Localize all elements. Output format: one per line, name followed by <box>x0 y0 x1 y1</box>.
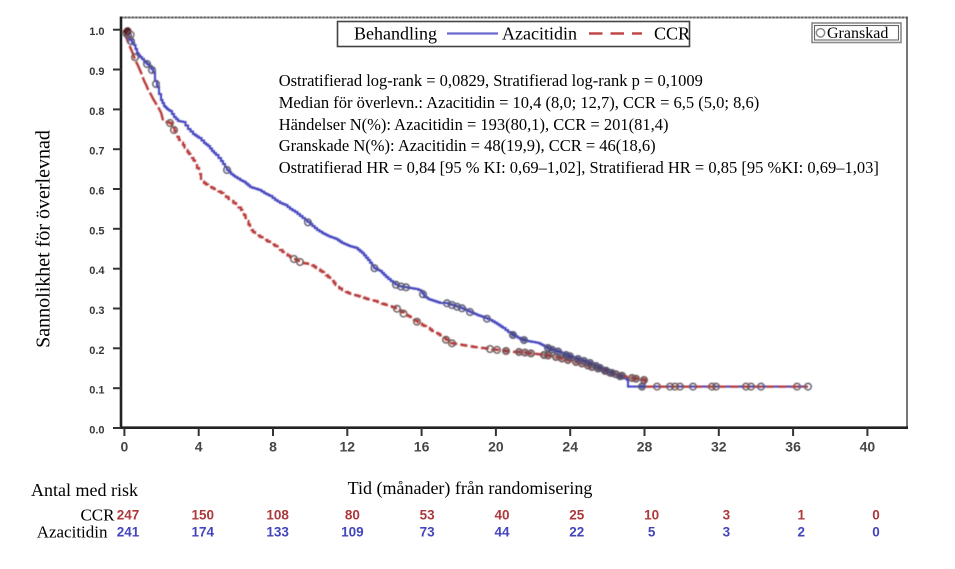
svg-text:241: 241 <box>117 525 140 540</box>
svg-text:174: 174 <box>192 525 215 540</box>
svg-text:109: 109 <box>341 525 364 540</box>
svg-text:Median för överlevn.: Azacitid: Median för överlevn.: Azacitidin = 10,4 … <box>279 93 760 112</box>
svg-text:Ostratifierad HR = 0,84 [95 %: Ostratifierad HR = 0,84 [95 % KI: 0,69–1… <box>279 158 879 177</box>
svg-text:Händelser N(%): Azacitidin = 1: Händelser N(%): Azacitidin = 193(80,1), … <box>279 115 669 134</box>
svg-text:0.5: 0.5 <box>89 225 104 237</box>
svg-text:32: 32 <box>711 439 727 455</box>
svg-text:0.9: 0.9 <box>89 66 104 78</box>
svg-text:22: 22 <box>569 525 584 540</box>
svg-text:44: 44 <box>494 525 510 540</box>
svg-text:3: 3 <box>723 525 731 540</box>
svg-text:8: 8 <box>269 439 277 455</box>
svg-text:0.3: 0.3 <box>89 305 104 317</box>
svg-text:3: 3 <box>723 508 731 523</box>
svg-text:133: 133 <box>266 525 289 540</box>
svg-text:CCR: CCR <box>654 24 690 44</box>
svg-text:20: 20 <box>488 439 504 455</box>
svg-text:150: 150 <box>192 508 215 523</box>
svg-text:1: 1 <box>797 508 805 523</box>
svg-text:73: 73 <box>420 525 436 540</box>
svg-text:2: 2 <box>797 525 805 540</box>
svg-text:Azacitidin: Azacitidin <box>502 24 577 44</box>
svg-text:25: 25 <box>569 508 585 523</box>
svg-text:80: 80 <box>345 508 360 523</box>
svg-text:24: 24 <box>562 439 578 455</box>
svg-text:Granskade N(%): Azacitidin = 4: Granskade N(%): Azacitidin = 48(19,9), C… <box>279 136 656 155</box>
svg-text:Behandling: Behandling <box>354 24 437 44</box>
svg-text:28: 28 <box>637 439 653 455</box>
svg-text:108: 108 <box>266 508 289 523</box>
svg-text:0.4: 0.4 <box>89 265 105 277</box>
svg-text:36: 36 <box>785 439 801 455</box>
svg-text:0: 0 <box>872 525 880 540</box>
svg-text:Granskad: Granskad <box>827 25 888 42</box>
svg-text:1.0: 1.0 <box>89 26 104 38</box>
svg-text:Azacitidin: Azacitidin <box>37 523 108 542</box>
svg-text:Ostratifierad log-rank = 0,082: Ostratifierad log-rank = 0,0829, Stratif… <box>279 71 703 90</box>
svg-text:12: 12 <box>340 439 356 455</box>
svg-text:40: 40 <box>494 508 509 523</box>
svg-text:0.2: 0.2 <box>89 345 104 357</box>
svg-text:0: 0 <box>872 508 880 523</box>
svg-text:CCR: CCR <box>80 506 115 525</box>
svg-text:40: 40 <box>860 439 876 455</box>
svg-text:247: 247 <box>117 508 140 523</box>
svg-text:0.1: 0.1 <box>89 385 104 397</box>
svg-text:0: 0 <box>121 439 129 455</box>
svg-text:4: 4 <box>195 439 203 455</box>
svg-text:Antal med risk: Antal med risk <box>31 480 138 500</box>
svg-text:0.7: 0.7 <box>89 146 104 158</box>
svg-text:Sannolikhet för överlevnad: Sannolikhet för överlevnad <box>33 130 55 348</box>
svg-text:10: 10 <box>644 508 659 523</box>
svg-text:0.8: 0.8 <box>89 106 104 118</box>
svg-text:0.0: 0.0 <box>89 425 104 437</box>
svg-text:53: 53 <box>420 508 436 523</box>
svg-text:5: 5 <box>648 525 656 540</box>
svg-text:16: 16 <box>414 439 430 455</box>
svg-text:Tid (månader) från randomiseri: Tid (månader) från randomisering <box>348 478 593 499</box>
svg-text:0.6: 0.6 <box>89 186 104 198</box>
